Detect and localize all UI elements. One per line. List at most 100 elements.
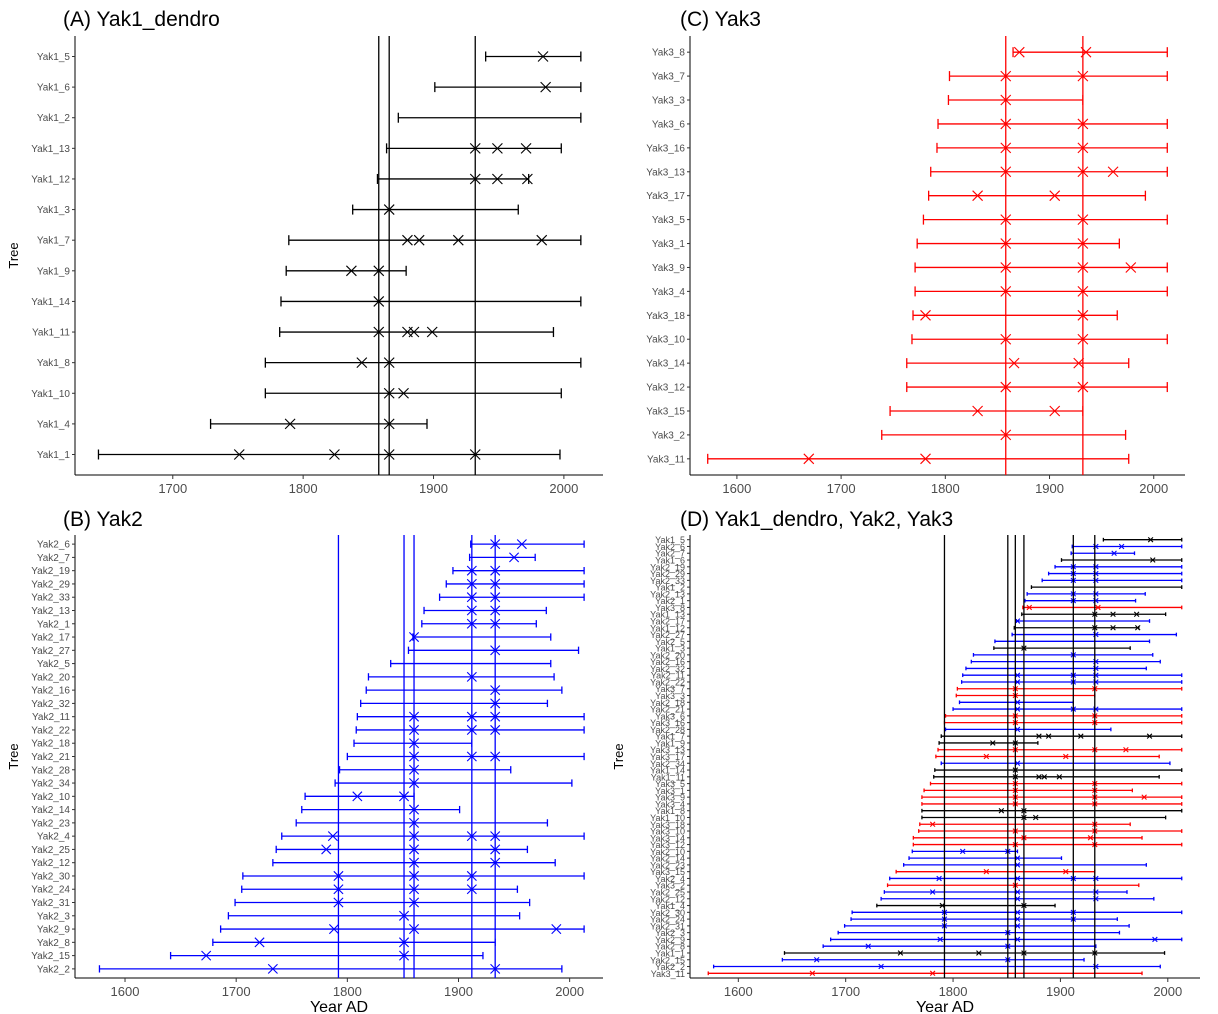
y-tick-label: Yak1_6	[655, 556, 685, 566]
y-tick-label: Yak3_8	[655, 603, 685, 613]
y-tick-label: Yak2_9	[37, 925, 71, 936]
y-tick-label: Yak1_10	[650, 813, 685, 823]
panel-d: (D) Yak1_dendro, Yak2, Yak3 1600 1700 1800 1…	[611, 508, 1200, 1014]
event-mark	[976, 950, 982, 956]
y-tick-label: Yak3_11	[651, 969, 685, 979]
y-tick-label: Yak1_14	[650, 766, 685, 776]
y-tick-label: Yak2_27	[650, 630, 685, 640]
y-tick-label: Yak3_15	[650, 867, 685, 877]
y-tick-label: Yak1_12	[650, 623, 685, 633]
event-mark	[1026, 604, 1033, 611]
event-mark	[329, 449, 340, 460]
event-mark	[1107, 166, 1119, 178]
x-tick-label: 1800	[931, 481, 960, 496]
event-mark	[1008, 357, 1020, 369]
y-tick-label: Yak2_22	[31, 725, 70, 736]
event-mark	[540, 81, 552, 93]
y-tick-label: Yak2_28	[650, 725, 685, 735]
y-tick-label: Yak1_7	[655, 732, 685, 742]
event-mark	[1078, 733, 1084, 739]
y-tick-label: Yak3_16	[646, 143, 685, 154]
x-tick-label: 1700	[222, 984, 251, 999]
event-mark	[1141, 794, 1147, 800]
event-mark	[1056, 774, 1063, 780]
event-mark	[537, 51, 549, 62]
y-tick-label: Yak3_16	[650, 718, 685, 728]
y-tick-label: Yak1_8	[37, 358, 71, 369]
y-tick-label: Yak2_5	[37, 659, 71, 670]
y-tick-label: Yak2_22	[650, 677, 685, 687]
y-tick-label: Yak2_21	[31, 752, 70, 763]
event-mark	[865, 943, 871, 949]
event-mark	[551, 924, 562, 935]
y-tick-label: Yak3_1	[652, 239, 686, 250]
event-mark	[897, 950, 904, 956]
event-mark	[426, 326, 438, 338]
event-mark	[983, 753, 990, 760]
event-mark	[959, 848, 966, 855]
x-tick-label: 1600	[724, 984, 753, 999]
event-mark	[1036, 774, 1042, 780]
y-tick-label: Yak3_5	[655, 779, 685, 789]
y-tick-label: Yak3_12	[646, 383, 685, 394]
y-tick-label: Yak2_1	[655, 596, 685, 606]
event-mark	[520, 142, 532, 154]
y-tick-label: Yak2_18	[31, 739, 70, 750]
event-mark	[1110, 625, 1116, 631]
event-mark	[1111, 550, 1117, 557]
y-tick-label: Yak2_3	[37, 911, 71, 922]
panel-title: (D) Yak1_dendro, Yak2, Yak3	[680, 508, 953, 531]
y-tick-label: Yak1_10	[31, 389, 70, 400]
event-mark	[452, 234, 464, 246]
y-tick-label: Yak2_24	[650, 915, 685, 925]
event-mark	[1036, 733, 1042, 739]
x-tick-label: 1800	[333, 984, 362, 999]
y-tick-label: Yak1_8	[655, 806, 685, 816]
y-tick-label: Yak3_3	[652, 96, 686, 107]
y-tick-label: Yak2_25	[31, 845, 70, 856]
y-tick-label: Yak1_13	[31, 144, 70, 155]
y-axis-label: Tree	[611, 743, 626, 769]
y-tick-label: Yak2_29	[650, 569, 685, 579]
event-mark	[813, 956, 820, 963]
x-tick-label: 1600	[722, 481, 751, 496]
y-tick-label: Yak2_6	[37, 540, 71, 551]
y-tick-label: Yak2_8	[37, 938, 71, 949]
y-tick-label: Yak2_3	[655, 928, 685, 938]
y-tick-label: Yak3_8	[652, 48, 686, 59]
y-tick-label: Yak2_24	[31, 885, 70, 896]
y-tick-label: Yak2_32	[650, 664, 685, 674]
panel-b: (B) Yak2 1600 1700 1800 1900 2000 Year AD Tree Y…	[6, 508, 603, 1014]
event-mark	[1013, 46, 1025, 58]
y-tick-label: Yak1_2	[655, 583, 685, 593]
y-tick-label: Yak1_1	[655, 948, 685, 958]
y-tick-label: Yak2_33	[31, 593, 70, 604]
y-tick-label: Yak1_2	[37, 113, 71, 124]
y-tick-label: Yak1_4	[37, 419, 71, 430]
event-mark	[990, 740, 996, 746]
y-tick-label: Yak1_12	[31, 174, 70, 185]
panel-title: (C) Yak3	[680, 8, 761, 31]
event-mark	[803, 453, 815, 465]
y-tick-label: Yak3_7	[655, 684, 685, 694]
y-tick-label: Yak1_4	[655, 901, 685, 911]
event-mark	[809, 970, 816, 977]
y-tick-label: Yak2_13	[31, 606, 70, 617]
event-mark	[408, 326, 420, 338]
event-mark	[413, 234, 425, 246]
event-mark	[521, 173, 533, 185]
event-mark	[536, 234, 548, 246]
y-tick-label: Yak2_23	[31, 818, 70, 829]
event-mark	[492, 142, 503, 154]
x-tick-label: 2000	[1139, 481, 1168, 496]
event-mark	[1152, 936, 1158, 943]
y-tick-label: Yak2_27	[31, 646, 70, 657]
y-tick-label: Yak1_5	[655, 535, 685, 545]
event-mark	[1049, 405, 1061, 417]
y-tick-label: Yak3_5	[652, 215, 686, 226]
y-tick-label: Yak2_28	[31, 765, 70, 776]
y-tick-label: Yak3_1	[655, 786, 685, 796]
event-mark	[998, 807, 1005, 814]
y-tick-label: Yak2_17	[31, 633, 70, 644]
y-tick-label: Yak2_5	[655, 637, 685, 647]
